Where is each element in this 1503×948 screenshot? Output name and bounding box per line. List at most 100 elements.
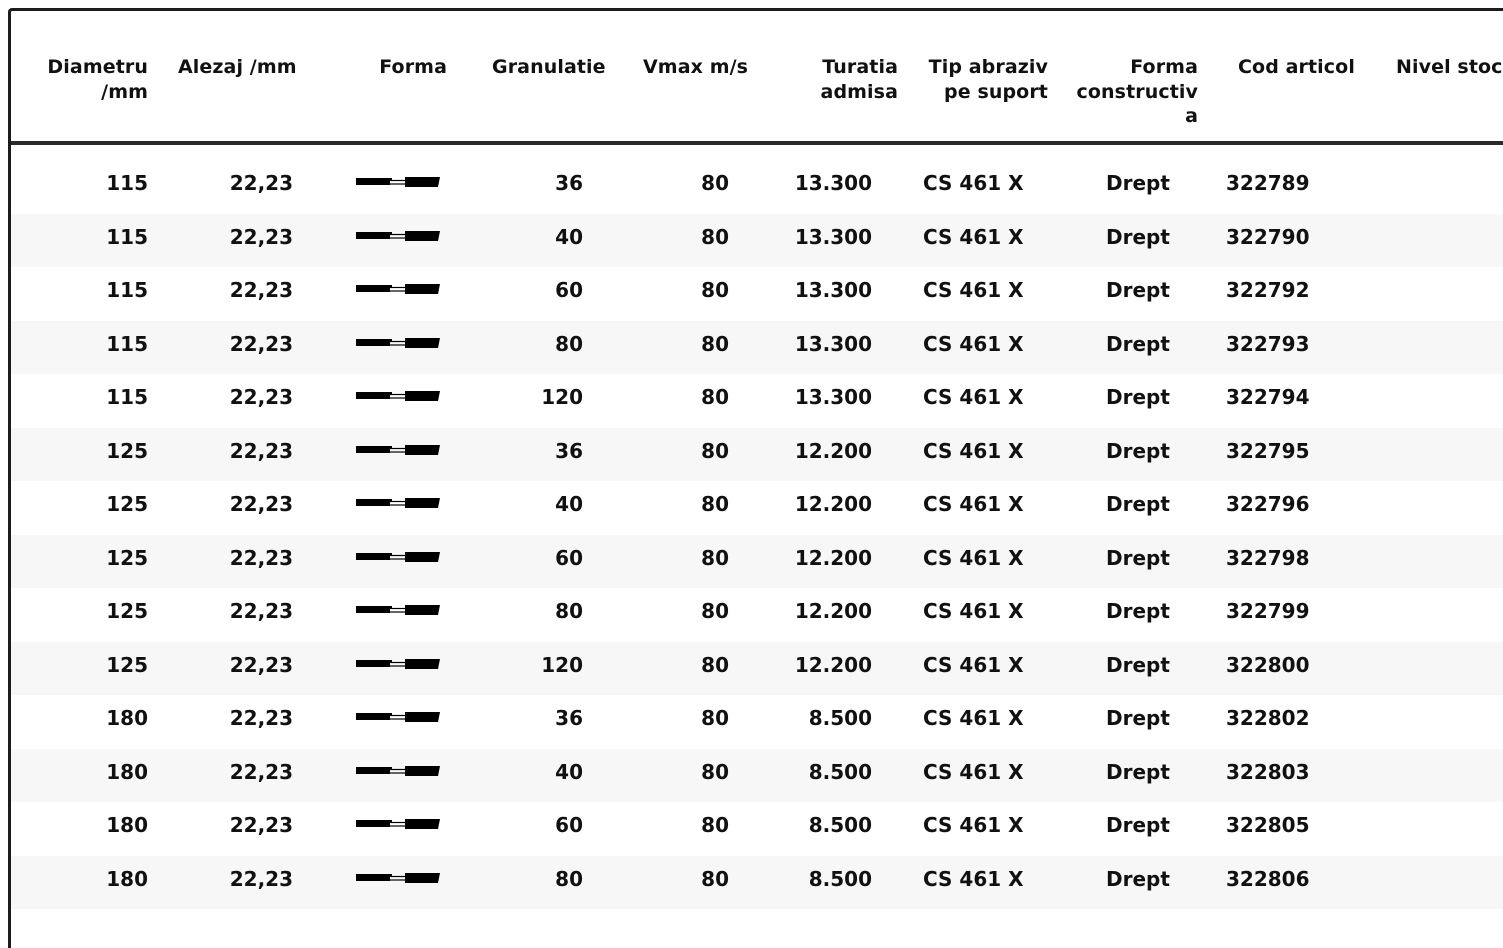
flat-disc-profile-icon [356, 337, 440, 348]
cell-vmax: 80 [701, 545, 729, 570]
cell-turatia: 13.300 [794, 331, 872, 356]
cell-forma-constructiva: Drept [1106, 224, 1170, 249]
header-forma-constructiva: Forma constructiv a [1076, 56, 1198, 127]
cell-tip-abraziv: CS 461 X [923, 331, 1024, 356]
flat-disc-profile-icon [356, 284, 440, 294]
cell-cod-articol: 322802 [1226, 706, 1310, 730]
cell-cod-articol: 322800 [1226, 652, 1310, 677]
cell-turatia: 8.500 [808, 706, 872, 730]
cell-cod-articol: 322796 [1226, 492, 1310, 516]
cell-alezaj: 22,23 [229, 171, 293, 195]
cell-cod-articol: 322794 [1226, 385, 1310, 409]
header-granulatie: Granulatie [492, 56, 606, 78]
cell-vmax: 80 [701, 385, 729, 409]
flat-disc-profile-icon [356, 819, 440, 829]
cell-diametru: 125 [106, 652, 148, 677]
cell-forma-constructiva: Drept [1106, 866, 1170, 891]
cell-turatia: 8.500 [808, 813, 872, 837]
cell-vmax: 80 [701, 759, 729, 784]
cell-granulatie: 80 [555, 599, 583, 623]
cell-diametru: 180 [106, 813, 148, 837]
cell-turatia: 13.300 [794, 171, 872, 195]
cell-tip-abraziv: CS 461 X [923, 599, 1024, 623]
cell-forma-constructiva: Drept [1106, 438, 1170, 463]
cell-vmax: 80 [701, 331, 729, 356]
table-row: 125 22,23 60 80 12.200 CS 461 X Drept 322798 [11, 534, 1503, 588]
cell-cod-articol: 322803 [1226, 759, 1310, 784]
flat-disc-profile-icon [356, 498, 440, 508]
cell-alezaj: 22,23 [229, 224, 293, 249]
cell-vmax: 80 [701, 438, 729, 463]
cell-nivel-stoc [1396, 588, 1496, 642]
cell-forma-constructiva: Drept [1106, 278, 1170, 302]
cell-turatia: 13.300 [794, 385, 872, 409]
cell-diametru: 115 [106, 331, 148, 356]
cell-nivel-stoc [1396, 856, 1496, 910]
cell-vmax: 80 [701, 599, 729, 623]
cell-nivel-stoc [1396, 321, 1496, 375]
cell-nivel-stoc [1396, 374, 1496, 428]
cell-granulatie: 36 [555, 438, 583, 463]
flat-disc-profile-icon [356, 872, 440, 883]
cell-nivel-stoc [1396, 695, 1496, 749]
cell-diametru: 115 [106, 171, 148, 195]
cell-tip-abraziv: CS 461 X [923, 706, 1024, 730]
cell-diametru: 115 [106, 385, 148, 409]
header-turatia: Turatia admisa [820, 56, 898, 103]
cell-turatia: 8.500 [808, 759, 872, 784]
cell-diametru: 125 [106, 492, 148, 516]
cell-forma-constructiva: Drept [1106, 759, 1170, 784]
cell-cod-articol: 322798 [1226, 545, 1310, 570]
flat-disc-profile-icon [356, 230, 440, 241]
cell-granulatie: 60 [555, 278, 583, 302]
header-diametru: Diametru /mm [47, 56, 148, 103]
cell-alezaj: 22,23 [229, 438, 293, 463]
cell-turatia: 13.300 [794, 278, 872, 302]
cell-diametru: 180 [106, 866, 148, 891]
cell-tip-abraziv: CS 461 X [923, 438, 1024, 463]
cell-nivel-stoc [1396, 642, 1496, 696]
cell-tip-abraziv: CS 461 X [923, 866, 1024, 891]
cell-turatia: 8.500 [808, 866, 872, 891]
cell-cod-articol: 322790 [1226, 224, 1310, 249]
table-row: 115 22,23 36 80 13.300 CS 461 X Drept 322789 [11, 160, 1503, 214]
table-row: 180 22,23 36 80 8.500 CS 461 X Drept 322802 [11, 695, 1503, 749]
cell-granulatie: 60 [555, 813, 583, 837]
flat-disc-profile-icon [356, 444, 440, 455]
cell-cod-articol: 322795 [1226, 438, 1310, 463]
cell-alezaj: 22,23 [229, 813, 293, 837]
cell-tip-abraziv: CS 461 X [923, 813, 1024, 837]
cell-cod-articol: 322799 [1226, 599, 1310, 623]
cell-vmax: 80 [701, 706, 729, 730]
cell-alezaj: 22,23 [229, 866, 293, 891]
table-row: 180 22,23 40 80 8.500 CS 461 X Drept 322803 [11, 748, 1503, 803]
cell-tip-abraziv: CS 461 X [923, 492, 1024, 516]
cell-alezaj: 22,23 [229, 492, 293, 516]
cell-nivel-stoc [1396, 267, 1496, 321]
cell-forma-constructiva: Drept [1106, 813, 1170, 837]
cell-tip-abraziv: CS 461 X [923, 224, 1024, 249]
cell-turatia: 12.200 [794, 599, 872, 623]
flat-disc-profile-icon [356, 605, 440, 615]
cell-turatia: 12.200 [794, 652, 872, 677]
flat-disc-profile-icon [356, 551, 440, 562]
cell-nivel-stoc [1396, 214, 1496, 268]
table-body: 115 22,23 36 80 13.300 CS 461 X Drept 322789 115… [11, 160, 1503, 909]
cell-diametru: 125 [106, 438, 148, 463]
cell-vmax: 80 [701, 813, 729, 837]
cell-tip-abraziv: CS 461 X [923, 759, 1024, 784]
cell-alezaj: 22,23 [229, 385, 293, 409]
cell-granulatie: 120 [541, 385, 583, 409]
table-header: Diametru /mm Alezaj /mm Forma Granulatie… [11, 11, 1503, 145]
header-nivel-stoc: Nivel stoc [1396, 56, 1503, 78]
cell-granulatie: 40 [555, 759, 583, 784]
header-vmax: Vmax m/s [643, 56, 749, 78]
header-tip-abraziv: Tip abraziv pe suport [928, 56, 1048, 103]
cell-nivel-stoc [1396, 749, 1496, 803]
cell-granulatie: 40 [555, 492, 583, 516]
cell-diametru: 180 [106, 759, 148, 784]
cell-alezaj: 22,23 [229, 278, 293, 302]
table-row: 125 22,23 36 80 12.200 CS 461 X Drept 322795 [11, 427, 1503, 482]
cell-nivel-stoc [1396, 428, 1496, 482]
header-cod-articol: Cod articol [1238, 56, 1355, 78]
